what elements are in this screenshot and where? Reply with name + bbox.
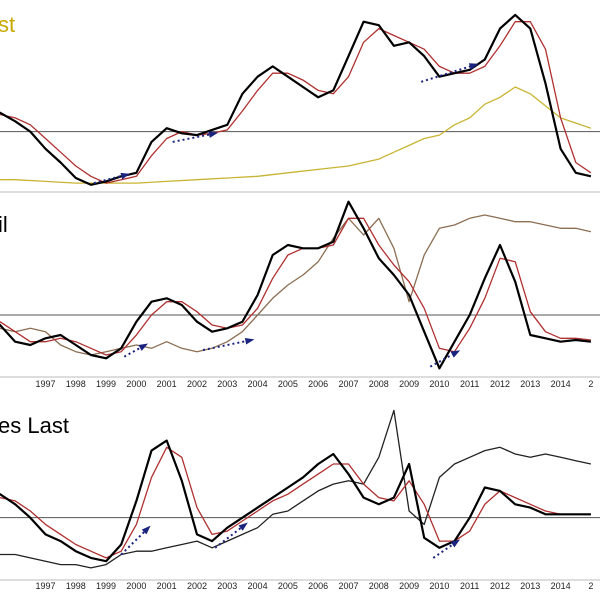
x-tick-label: 2006 (308, 379, 328, 389)
panel-bottom: es Last 1997 1998 1999 2000 2001 2002 2003 2004… (0, 409, 600, 591)
series-line-1 (0, 21, 592, 184)
annotation-arrow (93, 173, 128, 185)
series-line-2 (0, 86, 592, 184)
x-tick-label: 1998 (66, 379, 86, 389)
annotation-arrow (202, 339, 252, 351)
x-tick-label: 2011 (460, 379, 479, 389)
x-tick-label: 2006 (308, 581, 328, 591)
annotation-arrowhead (138, 343, 149, 351)
x-tick-label: 2010 (429, 581, 449, 591)
x-tick-label: 2002 (187, 379, 207, 389)
annotation-arrowhead (120, 172, 131, 180)
annotation-arrowhead (141, 525, 151, 535)
series-line-0 (0, 439, 591, 563)
panel-title: es Last (0, 413, 69, 438)
x-tick-label: 2008 (369, 379, 389, 389)
annotation-arrowhead (238, 522, 248, 531)
x-tick-label: 2002 (187, 581, 207, 591)
x-tick-label: 1999 (96, 581, 116, 591)
x-tick-label: 2003 (217, 379, 237, 389)
x-tick-label: 2001 (157, 379, 177, 389)
x-tick-label: 2012 (490, 581, 510, 591)
panel-title: il (0, 212, 8, 237)
x-tick-label: 1999 (96, 379, 116, 389)
series-line-0 (0, 200, 592, 370)
x-tick-label: 2014 (551, 379, 571, 389)
x-tick-label: 2011 (460, 581, 479, 591)
annotation-arrow (214, 523, 247, 549)
annotation-arrow (120, 527, 150, 556)
x-tick-label: 2013 (520, 379, 540, 389)
x-tick-label: 2009 (399, 379, 419, 389)
series-line-2 (0, 214, 592, 356)
annotation-arrowhead (208, 131, 219, 138)
series-line-0 (0, 13, 592, 186)
series-line-1 (0, 446, 591, 559)
panel-middle: il 1997 1998 1999 2000 2001 2002 2003 2004 2005 2… (0, 200, 600, 389)
panel-title: st (0, 12, 15, 37)
x-tick-label: 2004 (248, 581, 268, 591)
series-line-2 (0, 409, 592, 569)
x-tick-label: 1997 (35, 379, 55, 389)
series-line-1 (0, 217, 591, 356)
x-tick-label: 2 (588, 581, 593, 591)
annotation-arrowhead (450, 539, 461, 548)
x-tick-label: 2000 (126, 581, 146, 591)
annotation-arrowhead (450, 350, 461, 358)
x-tick-label: 2010 (429, 379, 449, 389)
x-tick-label: 2009 (399, 581, 419, 591)
panel-top: st (0, 12, 600, 193)
x-tick-label: 2014 (551, 581, 571, 591)
x-tick-label: 2007 (338, 379, 358, 389)
x-tick-label: 2 (588, 379, 593, 389)
x-tick-label: 2013 (520, 581, 540, 591)
x-tick-label: 2000 (126, 379, 146, 389)
x-tick-label: 2008 (369, 581, 389, 591)
x-tick-label: 2007 (338, 581, 358, 591)
x-tick-label: 2005 (278, 581, 298, 591)
x-tick-label: 1998 (66, 581, 86, 591)
x-tick-label: 2003 (217, 581, 237, 591)
annotation-arrowhead (244, 337, 255, 345)
x-tick-label: 1997 (35, 581, 55, 591)
x-tick-label: 2005 (278, 379, 298, 389)
annotation-arrowhead (468, 63, 479, 70)
x-tick-label: 2012 (490, 379, 510, 389)
annotation-arrow (172, 132, 216, 143)
x-tick-label: 2001 (157, 581, 177, 591)
x-tick-label: 2004 (248, 379, 268, 389)
